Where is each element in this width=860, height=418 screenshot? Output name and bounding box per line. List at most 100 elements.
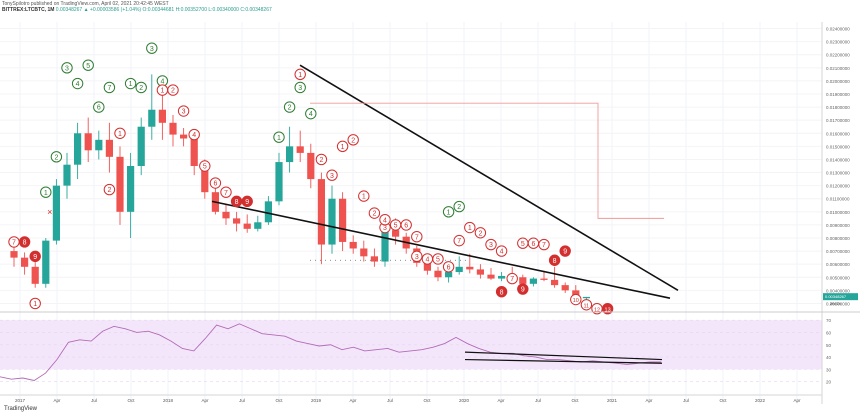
td-marker-label: 7 (542, 242, 546, 249)
td-marker-circle (273, 131, 285, 143)
td-marker-circle (559, 245, 571, 257)
td-marker-circle (305, 107, 317, 120)
rsi-tick-label: 40 (826, 355, 832, 360)
td-marker-circle (40, 186, 52, 198)
td-marker-circle (379, 213, 391, 226)
td-marker-circle (283, 101, 296, 113)
time-tick-label: Jul (683, 398, 689, 403)
candle-body (180, 134, 188, 139)
rsi-tick-label: 20 (826, 380, 832, 385)
candle-body (264, 201, 272, 223)
candle-body (127, 166, 135, 212)
td-marker-circle (495, 285, 508, 298)
td-marker-circle (580, 299, 593, 311)
candle-body (519, 277, 527, 284)
td-marker-circle (29, 297, 41, 310)
td-marker-circle (347, 134, 359, 146)
td-marker-label: 7 (457, 238, 461, 245)
td-marker-circle (442, 261, 455, 273)
candle-body (21, 257, 29, 267)
td-marker-label: 5 (86, 63, 90, 70)
td-marker-label: 5 (203, 164, 207, 171)
candle-body (105, 139, 113, 157)
time-tick-label: Oct (127, 398, 135, 403)
td-marker-circle (93, 101, 105, 113)
td-marker-circle (241, 195, 253, 208)
td-marker-label: 1 (298, 72, 302, 79)
td-marker-circle (18, 236, 31, 248)
candle-body (360, 248, 368, 257)
td-marker-circle (220, 186, 232, 198)
td-marker-circle (61, 62, 73, 74)
td-marker-circle (495, 245, 508, 257)
td-marker-label: 7 (224, 190, 228, 197)
candle-body (349, 241, 357, 249)
td-marker-circle (82, 59, 94, 71)
td-marker-circle (517, 283, 529, 295)
candle-body (31, 266, 39, 284)
td-marker-label: 1 (129, 81, 133, 88)
td-marker-label: 8 (23, 240, 27, 247)
time-tick-label: 2019 (311, 398, 322, 403)
candle-body (370, 256, 378, 262)
td-marker-circle (124, 77, 137, 90)
td-marker-label: 9 (33, 254, 37, 261)
td-marker-circle (71, 77, 84, 90)
td-marker-circle (411, 250, 423, 263)
td-marker-label: 4 (383, 217, 387, 224)
rsi-lower-trendline (464, 358, 663, 364)
td-marker-circle (177, 105, 190, 117)
td-marker-circle (103, 183, 116, 196)
publish-info: TonySpilotro published on TradingView.co… (2, 1, 169, 7)
td-marker-label: 12 (594, 307, 600, 313)
candle-body (137, 126, 145, 166)
candle-body (466, 266, 474, 270)
td-marker-circle (474, 227, 487, 239)
candle-body (296, 146, 304, 153)
rsi-line (0, 323, 662, 381)
candle-body (434, 270, 442, 278)
time-tick-label: Apr (793, 398, 801, 403)
td-marker-label: 4 (76, 81, 80, 88)
candle-body (529, 278, 537, 284)
rsi-tick-label: 30 (826, 367, 832, 372)
td-marker-circle (400, 219, 412, 231)
td-marker-label: 2 (457, 204, 461, 211)
candle-body (381, 230, 389, 262)
current-price-badge (823, 293, 858, 301)
candle-body (148, 109, 156, 127)
candle-body (540, 278, 548, 280)
td-marker-circle (464, 221, 476, 234)
candle-body (339, 198, 347, 242)
td-marker-label: 3 (383, 225, 387, 232)
price-tick-label: 0.00500000 (826, 275, 850, 280)
candle-body (74, 133, 82, 165)
td-marker-label: 6 (447, 264, 451, 271)
td-marker-circle (453, 200, 465, 213)
td-marker-label: 2 (139, 85, 143, 92)
candle-body (307, 152, 315, 180)
price-tick-label: 0.01100000 (826, 197, 850, 202)
td-marker-circle (315, 153, 328, 166)
td-marker-label: 3 (415, 254, 419, 261)
price-tick-label: 0.00900000 (826, 223, 850, 228)
price-tick-label: 0.02300000 (826, 40, 850, 45)
td-marker-circle (368, 207, 381, 219)
tradingview-logo: TradingView (4, 406, 38, 412)
td-marker-label: 2 (288, 105, 292, 112)
candle-body (42, 240, 50, 284)
time-tick-label: 2018 (163, 398, 174, 403)
candle-body (63, 164, 71, 186)
td-marker-circle (538, 238, 550, 251)
candle-body (275, 162, 283, 202)
td-marker-circle (336, 140, 349, 153)
rsi-tick-label: 60 (826, 330, 832, 335)
candle-body (190, 138, 198, 166)
td-marker-label: 1 (33, 301, 37, 308)
td-marker-label: 2 (372, 211, 376, 218)
td-marker-label: 3 (65, 65, 69, 72)
td-marker-label: 2 (319, 157, 323, 164)
price-tick-label: 0.01600000 (826, 131, 850, 136)
td-marker-label: 8 (553, 258, 557, 265)
